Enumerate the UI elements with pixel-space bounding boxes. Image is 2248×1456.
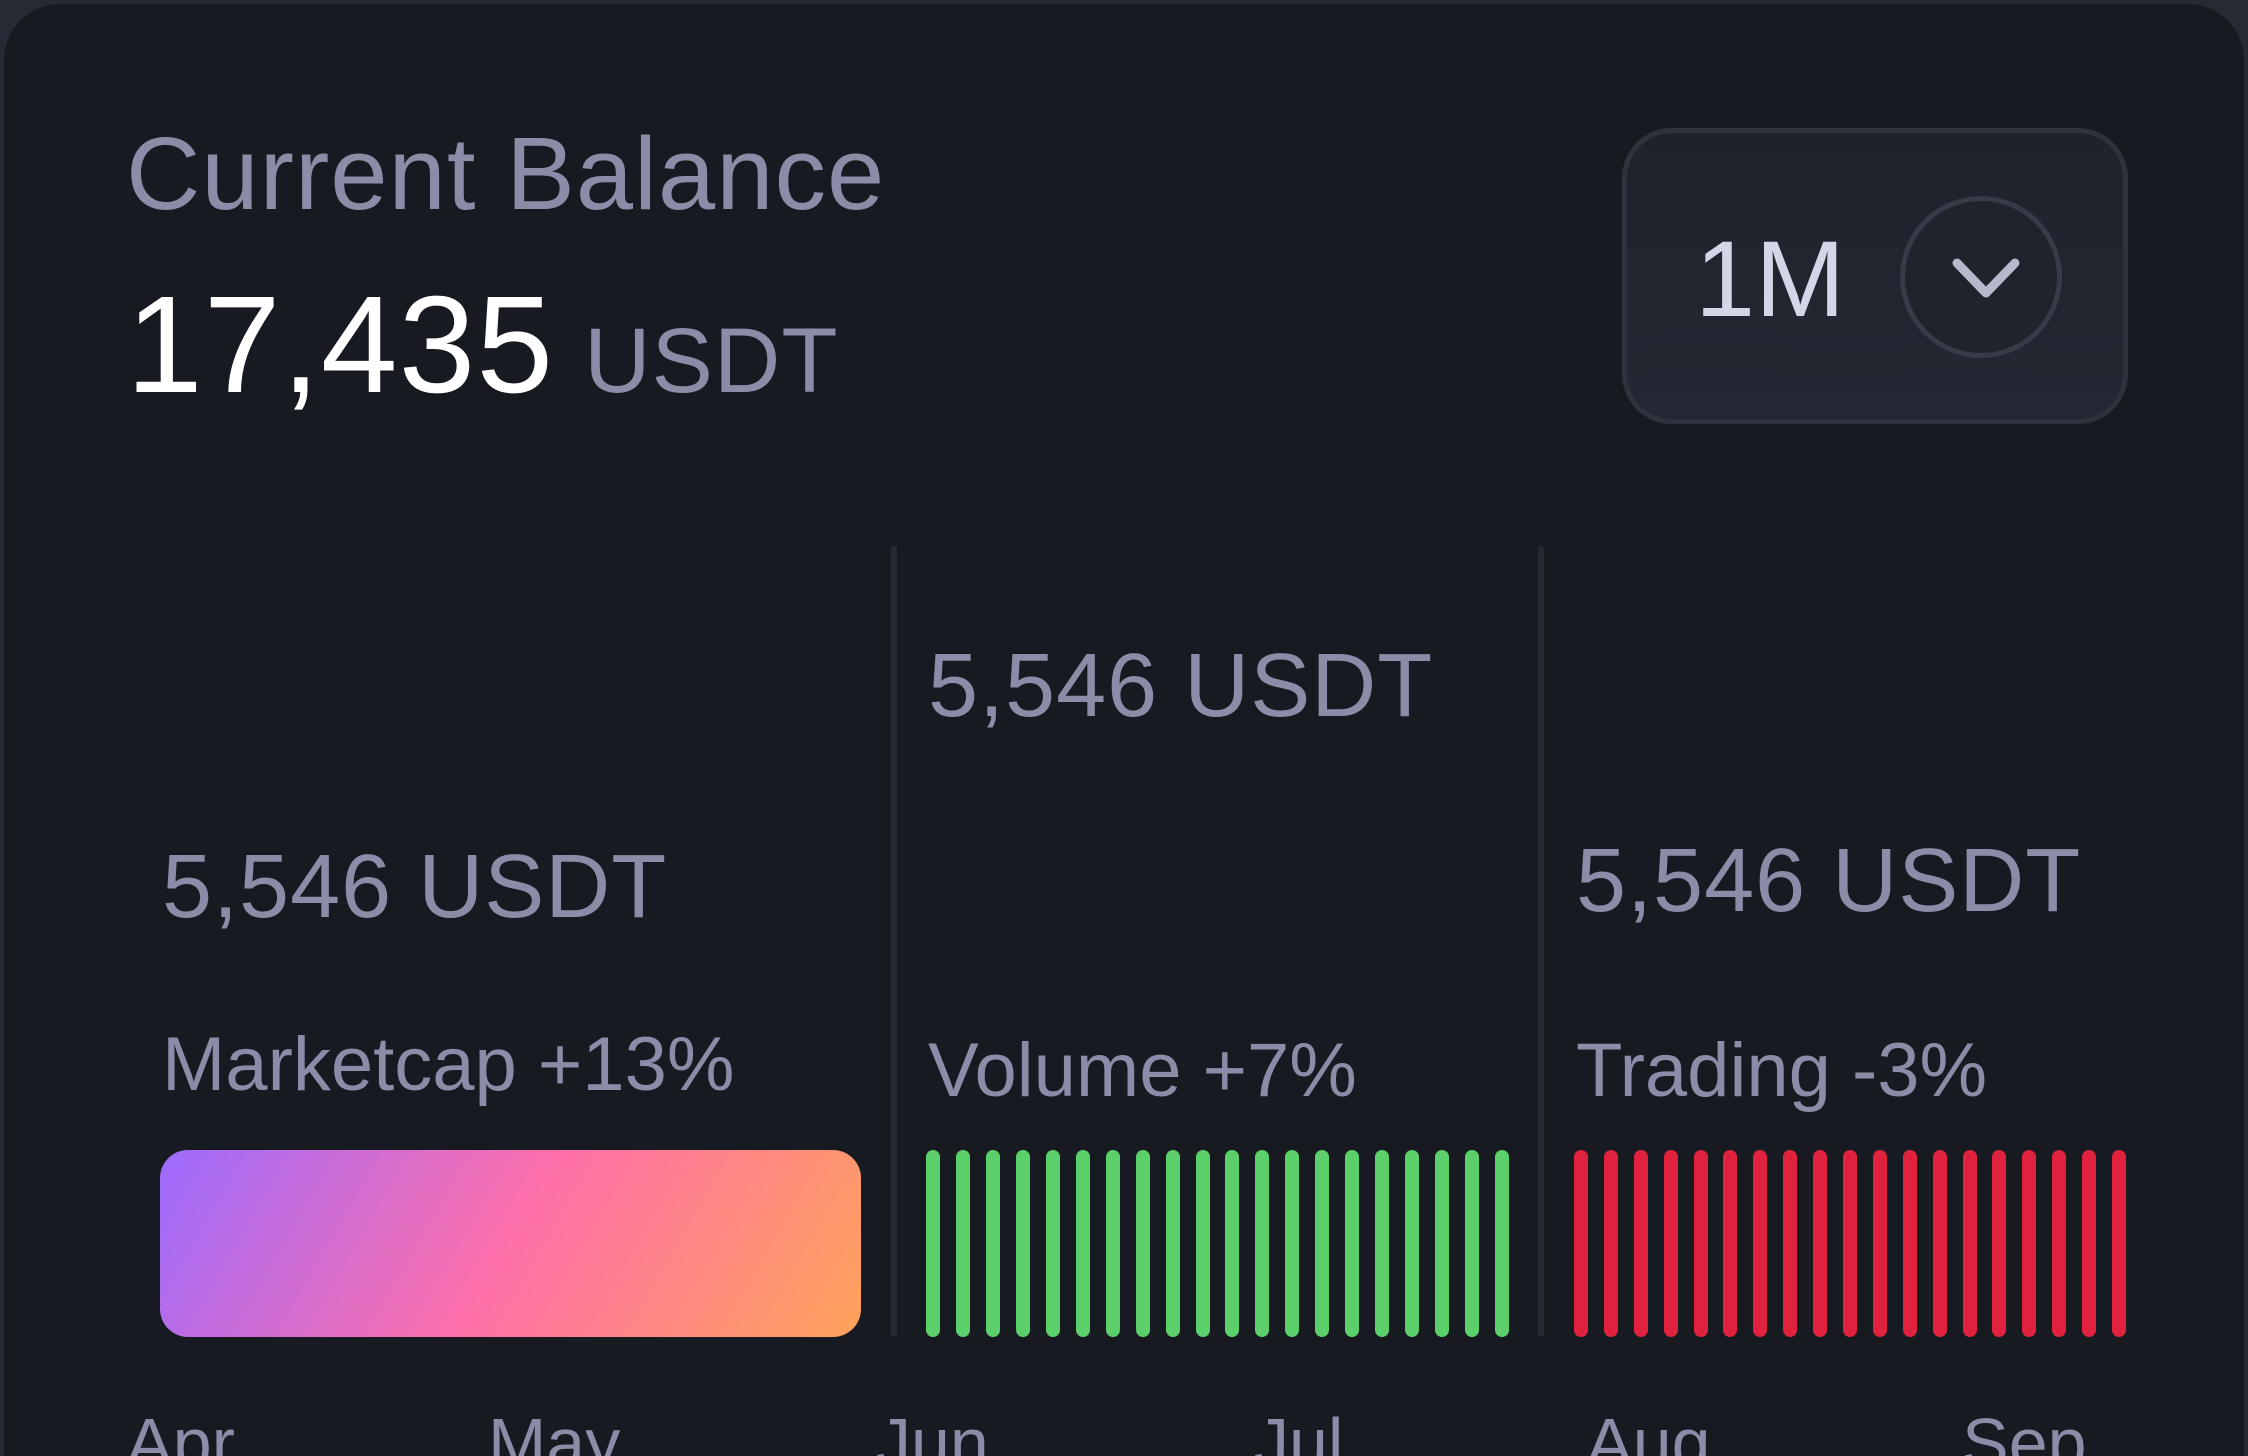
volume-bar [1345, 1150, 1359, 1337]
trading-bar [1664, 1150, 1678, 1337]
trading-bar [1783, 1150, 1797, 1337]
current-balance: 17,435 USDT [126, 276, 839, 414]
period-value: 1M [1695, 218, 1846, 339]
volume-bar [1076, 1150, 1090, 1337]
trading-amount: 5,546 USDT [1576, 831, 2082, 931]
volume-bar [1016, 1150, 1030, 1337]
month-label: Jul [1254, 1404, 1344, 1456]
trading-bar [2052, 1150, 2066, 1337]
marketcap-amount: 5,546 USDT [162, 837, 668, 937]
trading-bar [1753, 1150, 1767, 1337]
month-label: Apr [126, 1404, 235, 1456]
volume-bar [1315, 1150, 1329, 1337]
trading-bar [1574, 1150, 1588, 1337]
marketcap-label: Marketcap +13% [162, 1022, 735, 1107]
chevron-down-icon [1952, 258, 2020, 298]
volume-bar [1136, 1150, 1150, 1337]
volume-bar [1465, 1150, 1479, 1337]
month-label: Sep [1962, 1404, 2087, 1456]
trading-bar [1933, 1150, 1947, 1337]
trading-bar [1992, 1150, 2006, 1337]
trading-bar [1604, 1150, 1618, 1337]
trading-bar [1813, 1150, 1827, 1337]
trading-bar [2082, 1150, 2096, 1337]
trading-bar [1873, 1150, 1887, 1337]
volume-bar [1196, 1150, 1210, 1337]
volume-bar [956, 1150, 970, 1337]
trading-bar [1963, 1150, 1977, 1337]
balance-value: 17,435 [126, 268, 555, 422]
trading-bars [1574, 1150, 2126, 1337]
month-label: Jun [876, 1404, 989, 1456]
trading-bar [1634, 1150, 1648, 1337]
marketcap-gradient-bar [160, 1150, 861, 1337]
card-title: Current Balance [126, 116, 886, 231]
trading-bar [2112, 1150, 2126, 1337]
volume-bar [1225, 1150, 1239, 1337]
volume-bars [926, 1150, 1509, 1337]
column-divider [891, 546, 897, 1336]
volume-bar [1495, 1150, 1509, 1337]
month-label: May [488, 1404, 621, 1456]
volume-bar [1166, 1150, 1180, 1337]
volume-amount: 5,546 USDT [928, 636, 1434, 736]
volume-bar [1435, 1150, 1449, 1337]
trading-bar [1723, 1150, 1737, 1337]
column-divider [1538, 546, 1544, 1336]
volume-bar [1285, 1150, 1299, 1337]
volume-bar [1046, 1150, 1060, 1337]
month-label: Aug [1586, 1404, 1711, 1456]
volume-bar [1405, 1150, 1419, 1337]
volume-bar [1106, 1150, 1120, 1337]
volume-label: Volume +7% [928, 1028, 1357, 1113]
trading-bar [1694, 1150, 1708, 1337]
volume-bar [1375, 1150, 1389, 1337]
balance-unit: USDT [584, 310, 839, 412]
volume-bar [1255, 1150, 1269, 1337]
trading-bar [1843, 1150, 1857, 1337]
trading-bar [1903, 1150, 1917, 1337]
trading-bar [2022, 1150, 2036, 1337]
period-dropdown-button[interactable] [1900, 196, 2062, 358]
volume-bar [986, 1150, 1000, 1337]
trading-label: Trading -3% [1576, 1028, 1988, 1113]
volume-bar [926, 1150, 940, 1337]
period-dropdown[interactable]: 1M [1622, 128, 2128, 424]
